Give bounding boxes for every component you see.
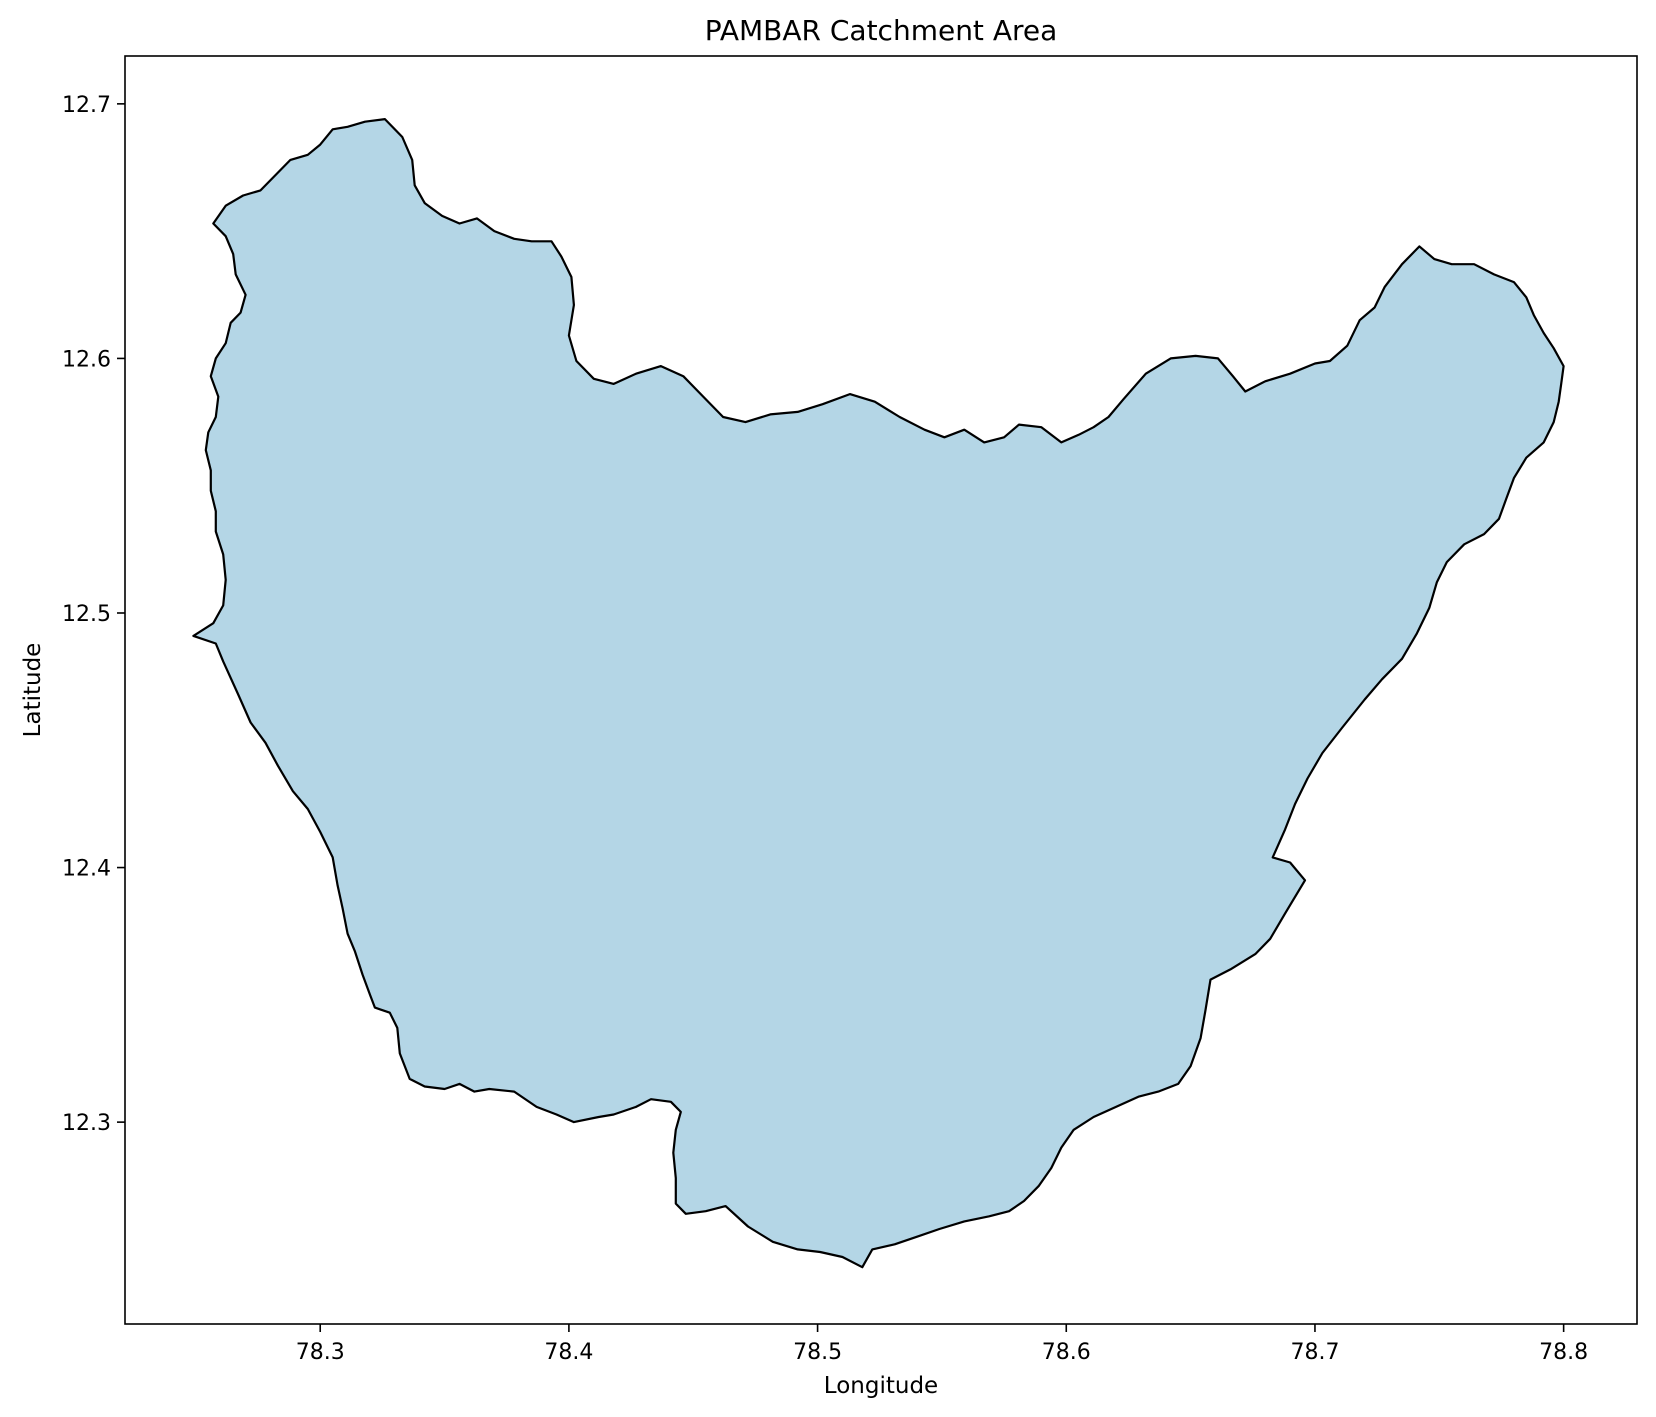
x-axis-label: Longitude [824, 1373, 938, 1399]
y-tick-label: 12.4 [62, 857, 111, 882]
y-tick-label: 12.3 [62, 1111, 111, 1136]
y-axis-label: Latitude [20, 643, 46, 738]
x-axis-ticks: 78.3 78.4 78.5 78.6 78.7 78.8 [296, 1324, 1588, 1365]
x-tick-label: 78.4 [544, 1340, 593, 1365]
x-tick-label: 78.8 [1539, 1340, 1588, 1365]
plot-area [124, 55, 1638, 1325]
y-tick-label: 12.5 [62, 602, 111, 627]
catchment-polygon [192, 118, 1565, 1269]
x-tick-label: 78.7 [1290, 1340, 1339, 1365]
x-tick-label: 78.3 [296, 1340, 345, 1365]
x-tick-label: 78.6 [1042, 1340, 1091, 1365]
x-tick-label: 78.5 [793, 1340, 842, 1365]
y-tick-label: 12.6 [62, 347, 111, 372]
y-tick-label: 12.7 [62, 93, 111, 118]
y-axis-ticks: 12.3 12.4 12.5 12.6 12.7 [62, 93, 125, 1136]
axes-frame [124, 55, 1638, 1325]
map-title: PAMBAR Catchment Area [705, 14, 1058, 47]
